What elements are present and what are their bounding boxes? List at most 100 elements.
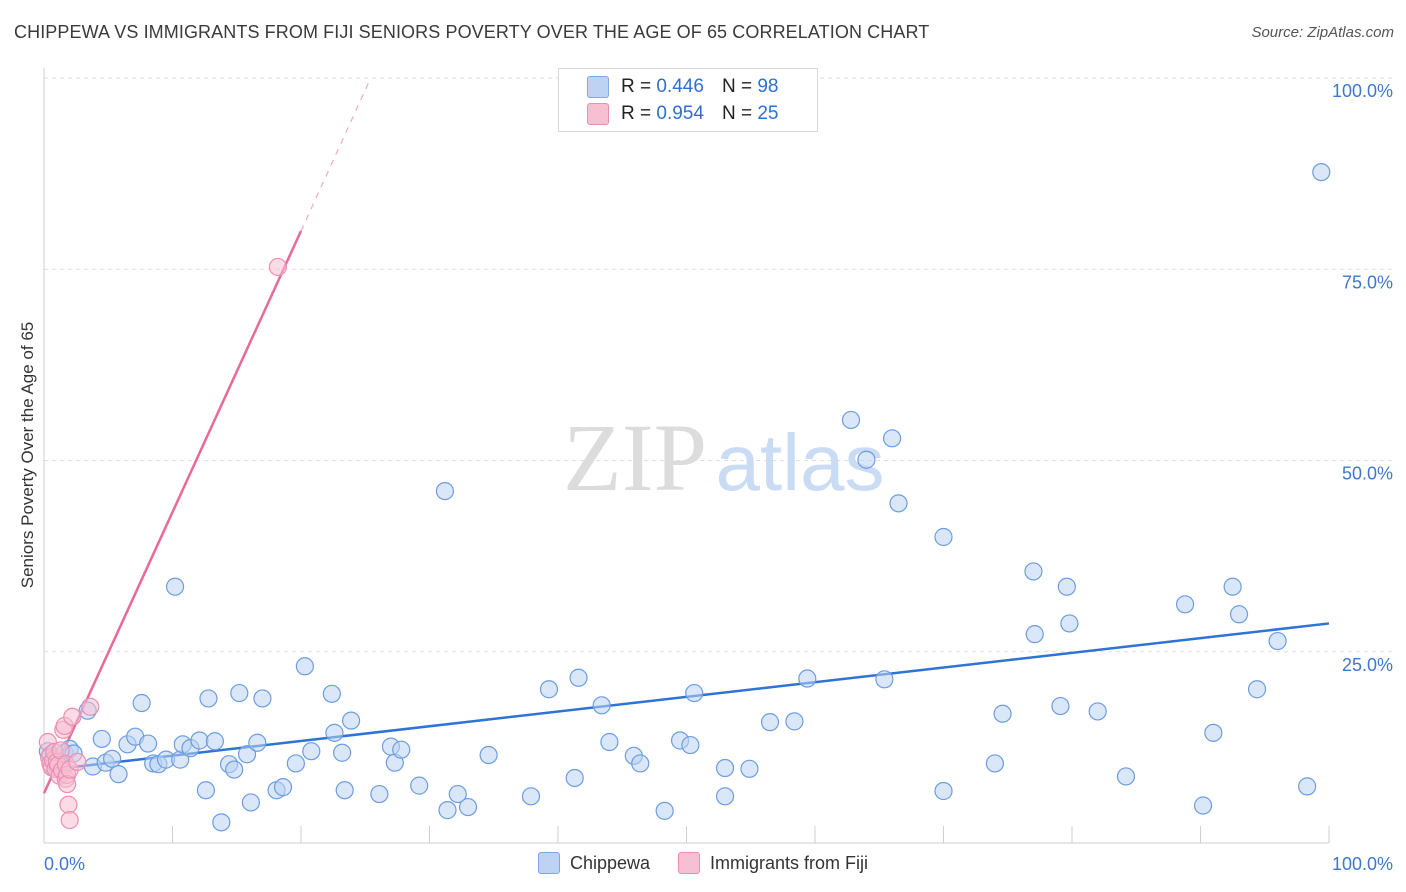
point-chippewa [196,781,216,800]
point-chippewa [565,768,584,788]
point-chippewa [785,712,804,731]
point-chippewa [190,731,209,750]
point-chippewa [237,745,257,764]
point-chippewa [539,680,559,699]
point-chippewa [333,743,352,762]
axes [43,68,1330,844]
n-label: N = [721,103,753,124]
point-chippewa [1312,162,1331,182]
point-chippewa [248,733,267,752]
point-chippewa [1116,767,1136,786]
point-chippewa [1268,631,1287,651]
point-chippewa [1247,680,1267,699]
tick-labels: 25.0% 50.0% 75.0% 100.0% 0.0% 100.0% [44,81,1393,874]
point-chippewa [325,723,344,742]
point-chippewa [798,669,817,688]
point-chippewa [253,689,272,708]
point-chippewa [302,742,321,761]
point-chippewa [1229,605,1249,624]
point-chippewa [857,450,876,469]
legend-row-chippewa: R = 0.446 N = 98 [587,75,778,99]
source-label: Source: ZipAtlas.com [1251,24,1394,41]
point-chippewa [322,684,341,703]
point-chippewa [138,734,158,753]
point-fiji [68,752,87,772]
point-chippewa [1051,696,1070,716]
point-chippewa [740,759,759,778]
point-chippewa [286,754,305,773]
y-tick-label: 50.0% [1342,464,1393,484]
point-chippewa [715,758,735,778]
point-chippewa [715,787,735,806]
point-chippewa [230,683,249,703]
chart-title: CHIPPEWA VS IMMIGRANTS FROM FIJI SENIORS… [14,22,930,42]
watermark-zip: ZIP [563,404,707,511]
point-fiji [81,697,100,716]
point-chippewa [655,801,674,820]
grid-lines [44,77,1392,653]
trend-line-fiji-extension [300,78,371,232]
point-chippewa [273,778,293,797]
point-chippewa [1057,577,1076,596]
point-chippewa [681,735,700,755]
y-tick-label: 25.0% [1342,655,1393,675]
point-chippewa [889,494,908,513]
point-chippewa [875,670,894,689]
r-label: R = [621,103,652,124]
point-chippewa [212,813,231,832]
series-legend: Chippewa Immigrants from Fiji [0,852,1406,874]
point-fiji [59,795,78,814]
point-chippewa [335,781,354,800]
point-chippewa [569,668,588,687]
r-value: 0.446 [656,76,704,97]
point-fiji [268,257,287,277]
point-chippewa [1204,723,1223,742]
n-value: 98 [757,76,779,97]
watermark-atlas: atlas [716,418,885,507]
point-chippewa [521,787,541,806]
x-tick-label: 100.0% [1332,854,1393,874]
point-chippewa [435,482,455,501]
point-chippewa [199,689,218,708]
point-chippewa [1060,614,1079,633]
point-chippewa [205,732,225,751]
point-chippewa [438,801,457,820]
point-chippewa [342,711,361,730]
legend-label: Chippewa [569,852,651,873]
point-chippewa [165,577,185,596]
data-points [38,162,1331,832]
y-tick-label: 100.0% [1332,81,1393,101]
point-chippewa [760,713,780,732]
point-chippewa [934,527,953,547]
point-chippewa [1024,562,1043,581]
point-chippewa [295,657,314,676]
point-chippewa [993,704,1012,723]
point-chippewa [225,760,244,779]
point-chippewa [882,429,902,448]
point-chippewa [934,781,953,801]
point-chippewa [392,740,411,759]
point-chippewa [592,696,611,715]
point-chippewa [985,754,1005,773]
point-chippewa [410,776,429,795]
point-chippewa [1223,577,1242,596]
n-value: 25 [757,103,779,124]
point-chippewa [109,765,128,784]
point-chippewa [685,683,704,703]
point-chippewa [479,745,498,765]
point-chippewa [1175,595,1195,614]
point-chippewa [600,732,619,752]
point-chippewa [370,784,389,804]
point-chippewa [1193,796,1213,815]
legend-row-fiji: R = 0.954 N = 25 [587,102,778,126]
point-chippewa [448,784,467,804]
point-chippewa [1088,702,1107,721]
watermark: ZIP atlas [563,404,884,511]
legend-label: Immigrants from Fiji [710,852,869,873]
fiji-swatch [678,852,701,874]
point-chippewa [241,793,260,812]
point-chippewa [132,693,151,713]
legend-item-fiji: Immigrants from Fiji [678,852,868,874]
r-label: R = [621,76,652,97]
